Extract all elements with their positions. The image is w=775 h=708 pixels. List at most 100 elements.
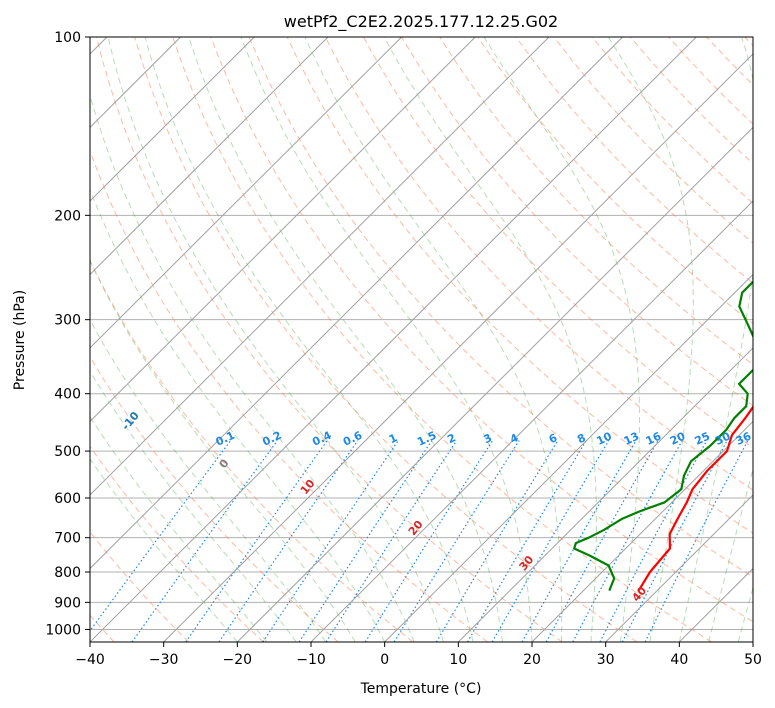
moist-adiabat-line (304, 37, 563, 642)
dry-adiabat-line (477, 37, 753, 325)
mixing-ratio-line (491, 440, 610, 642)
y-axis-title: Pressure (hPa) (12, 290, 28, 390)
moist-adiabat-line (607, 37, 694, 642)
series-line (573, 280, 753, 592)
isotherm-line (457, 347, 753, 642)
mixing-ratio-line (545, 440, 659, 642)
moist-adiabat-line (90, 370, 297, 642)
x-tick-label: −40 (75, 652, 105, 668)
mixing-ratio-line (325, 440, 458, 642)
moist-adiabat-line (107, 37, 445, 642)
moist-adiabats (90, 37, 753, 642)
isotherm-line (752, 641, 753, 642)
isotherm-line (90, 37, 402, 349)
plot-background (90, 37, 753, 642)
mixing-ratio-line (435, 440, 559, 642)
dry-adiabat-line (172, 37, 712, 642)
x-tick-label: −30 (149, 652, 179, 668)
mixing-ratio-line (218, 440, 359, 642)
moist-adiabat-line (383, 37, 597, 642)
mixing-ratio-label: 30 (713, 429, 733, 447)
moist-adiabat-line (90, 415, 268, 642)
mixing-ratio-label: 20 (668, 429, 688, 447)
dry-adiabat-line (210, 37, 753, 623)
y-tick-label: 1000 (45, 622, 81, 638)
x-tick-label: 40 (670, 652, 688, 668)
mixing-ratio-line (298, 440, 433, 642)
moist-adiabat-line (90, 318, 327, 642)
mixing-ratio-label: 13 (622, 430, 641, 448)
mixing-ratio-label: 36 (734, 429, 754, 447)
mixing-ratio-lines (90, 440, 749, 642)
mixing-ratio-label: 10 (594, 429, 614, 447)
moist-adiabat-line (737, 586, 753, 642)
moist-adiabat-line (678, 37, 753, 642)
dry-adiabat-line (90, 445, 264, 642)
isotherm-line (236, 126, 753, 642)
mixing-ratio-line (90, 440, 232, 632)
moist-adiabat-line (90, 259, 356, 642)
isotherm-line (163, 53, 753, 642)
y-tick-label: 900 (54, 595, 81, 611)
y-tick-label: 300 (54, 313, 81, 329)
moist-adiabat-line (483, 37, 640, 642)
isotherm-line (310, 200, 753, 642)
dry-adiabats (90, 37, 753, 642)
x-tick-label: 30 (597, 652, 615, 668)
dry-adiabat-line (90, 259, 414, 642)
sounding-series (573, 280, 753, 592)
y-tick-label: 500 (54, 444, 81, 460)
x-tick-label: 50 (744, 652, 762, 668)
mixing-ratio-line (521, 440, 637, 642)
grid-lines (90, 37, 753, 630)
isotherm-line (90, 37, 476, 423)
x-tick-label: −20 (223, 652, 253, 668)
isotherm-line (90, 37, 550, 496)
y-tick-label: 200 (54, 208, 81, 224)
dry-adiabat-line (90, 355, 339, 642)
chart-title: wetPf2_C2E2.2025.177.12.25.G02 (284, 12, 558, 32)
moist-adiabat-line (144, 37, 474, 642)
y-tick-label: 100 (54, 30, 81, 46)
plot-frame (89, 36, 754, 643)
y-tick-label: 800 (54, 565, 81, 581)
dry-adiabat-line (96, 37, 563, 642)
y-tick-label: 600 (54, 491, 81, 507)
isotherm-line (531, 420, 753, 642)
x-axis: −40 −30 −20 −10 0 10 20 30 40 50 (75, 642, 762, 668)
mixing-ratio-line (185, 440, 328, 642)
dry-adiabat-line (134, 37, 638, 642)
mixing-ratio-line (262, 440, 399, 642)
isotherm-line (90, 37, 329, 276)
isotherm-line (90, 37, 255, 202)
moist-adiabat-line (90, 458, 238, 642)
dry-adiabat-line (286, 37, 753, 534)
isotherm-line (90, 37, 623, 570)
series-line (637, 405, 753, 592)
moist-adiabat-line (90, 188, 386, 642)
moist-adiabat-line (188, 37, 503, 642)
moist-adiabat-line (240, 37, 533, 642)
x-tick-label: −10 (296, 652, 326, 668)
x-tick-label: 20 (523, 652, 541, 668)
mixing-ratio-label: 25 (693, 430, 712, 448)
skewed-isotherms (90, 37, 753, 642)
y-tick-label: 700 (54, 531, 81, 547)
mixing-ratio-line (364, 440, 494, 642)
dry-adiabat-line (515, 37, 753, 284)
y-axis: 100 200 300 400 500 600 700 800 900 1000 (45, 30, 90, 638)
mixing-ratio-label: 16 (644, 429, 664, 447)
x-axis-title: Temperature (°C) (360, 681, 482, 697)
dry-adiabat-line (324, 37, 753, 491)
mixing-ratio-line (466, 440, 587, 642)
moist-adiabat-line (90, 93, 415, 642)
isotherm-line (605, 494, 753, 642)
y-tick-label: 400 (54, 387, 81, 403)
isotherm-line (90, 37, 697, 642)
moist-adiabat-line (708, 467, 753, 642)
x-tick-label: 10 (449, 652, 467, 668)
isotherm-line (384, 273, 753, 642)
mixing-ratio-line (131, 440, 278, 642)
x-tick-label: 0 (380, 652, 389, 668)
